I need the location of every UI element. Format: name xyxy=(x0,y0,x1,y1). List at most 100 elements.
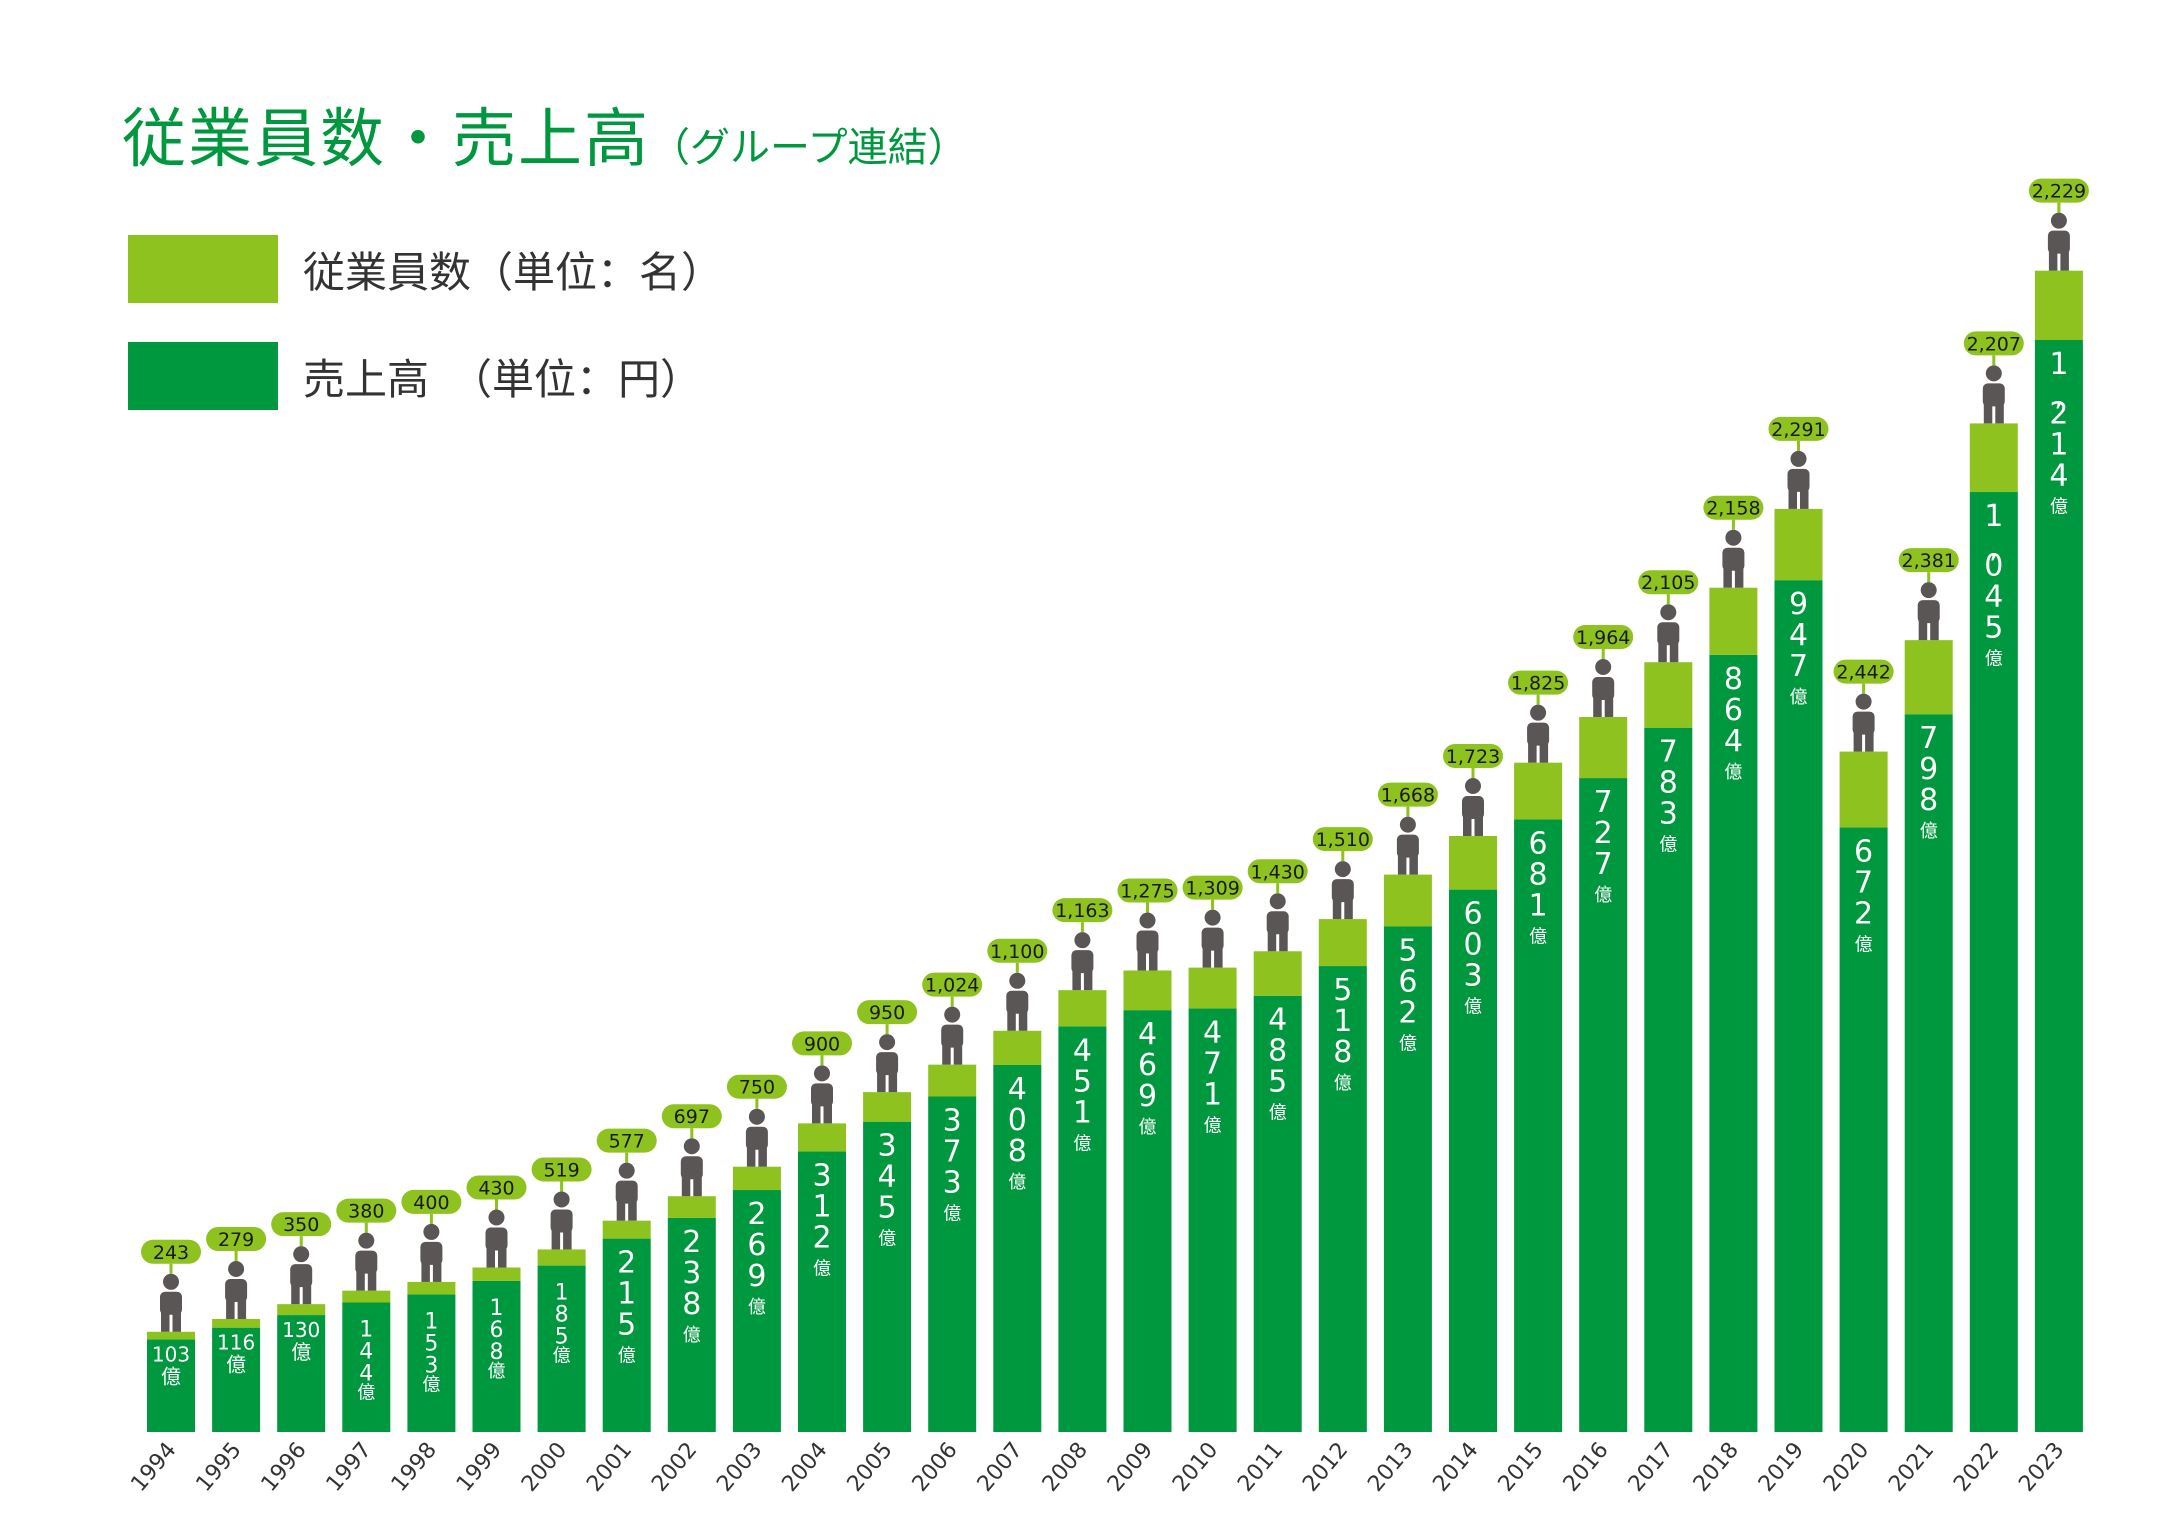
sales-bar-2006 xyxy=(928,1096,977,1432)
x-tick-label-2018: 2018 xyxy=(1689,1438,1744,1497)
x-tick-label-1997: 1997 xyxy=(322,1438,377,1497)
employee-label-2005: 950 xyxy=(869,1002,905,1024)
x-tick-label-2019: 2019 xyxy=(1754,1438,1809,1497)
employee-label-2000: 519 xyxy=(543,1159,579,1181)
employee-label-2011: 1,430 xyxy=(1250,861,1304,883)
employee-label-1995: 279 xyxy=(218,1229,254,1251)
employee-badge-1997 xyxy=(336,1198,397,1223)
employee-badge-2000 xyxy=(531,1157,592,1182)
employee-bar-2003 xyxy=(732,1166,781,1191)
legend-item-sales: 売上高 （単位：円） xyxy=(128,342,702,410)
x-tick-label-2011: 2011 xyxy=(1233,1438,1288,1497)
person-icon-2016 xyxy=(1592,658,1615,717)
person-icon-2007 xyxy=(1006,972,1029,1031)
employee-bar-2013 xyxy=(1383,874,1432,927)
x-tick-label-2023: 2023 xyxy=(2014,1438,2069,1497)
sales-bar-2000 xyxy=(537,1265,586,1432)
person-icon-1995 xyxy=(225,1260,248,1319)
employee-bar-2017 xyxy=(1644,662,1693,728)
employee-badge-1996 xyxy=(271,1212,332,1237)
employee-badge-2023 xyxy=(2028,178,2089,203)
employee-label-2020: 2,442 xyxy=(1836,662,1890,684)
sales-bar-2018 xyxy=(1709,654,1758,1432)
employee-label-2023: 2,229 xyxy=(2032,181,2086,203)
employee-label-2006: 1,024 xyxy=(925,975,979,997)
sales-bar-2012 xyxy=(1318,966,1367,1432)
employee-label-2014: 1,723 xyxy=(1446,746,1500,768)
x-tick-label-2004: 2004 xyxy=(777,1438,832,1497)
person-icon-2003 xyxy=(745,1108,768,1167)
employee-badge-2011 xyxy=(1247,859,1308,884)
sales-bar-1997 xyxy=(342,1302,391,1432)
employee-label-1997: 380 xyxy=(348,1201,384,1223)
employee-bar-2002 xyxy=(667,1196,716,1218)
x-tick-label-1995: 1995 xyxy=(192,1438,247,1497)
sales-bar-1996 xyxy=(277,1315,326,1432)
sales-bar-2022 xyxy=(1969,492,2018,1433)
employee-badge-2015 xyxy=(1508,670,1569,695)
person-icon-2014 xyxy=(1462,778,1484,837)
person-icon-1996 xyxy=(290,1246,313,1305)
employee-bar-2012 xyxy=(1318,919,1367,967)
person-icon-2015 xyxy=(1527,704,1550,763)
x-tick-label-2013: 2013 xyxy=(1363,1438,1418,1497)
employee-badge-2017 xyxy=(1638,570,1699,595)
sales-bar-1998 xyxy=(407,1294,456,1432)
x-tick-label-1994: 1994 xyxy=(126,1438,181,1497)
sales-bar-2007 xyxy=(993,1065,1042,1432)
employee-bar-2001 xyxy=(602,1220,651,1239)
person-icon-2021 xyxy=(1917,582,1940,641)
employee-badge-2021 xyxy=(1898,548,1959,573)
sales-bar-2010 xyxy=(1188,1008,1237,1432)
person-icon-2000 xyxy=(550,1191,573,1250)
sales-bar-2017 xyxy=(1644,727,1693,1432)
x-tick-label-2016: 2016 xyxy=(1559,1438,1614,1497)
employee-badge-2003 xyxy=(726,1074,787,1099)
x-tick-label-1998: 1998 xyxy=(387,1438,442,1497)
employee-badge-2019 xyxy=(1768,416,1829,441)
sales-label-1996: 130 億 xyxy=(282,1318,320,1364)
x-tick-label-2014: 2014 xyxy=(1428,1438,1483,1497)
person-icon-2002 xyxy=(680,1138,703,1197)
employee-bar-2021 xyxy=(1904,640,1953,715)
person-icon-1994 xyxy=(160,1273,182,1332)
person-icon-2006 xyxy=(941,1006,964,1065)
x-tick-label-2001: 2001 xyxy=(582,1438,637,1497)
person-icon-1998 xyxy=(420,1223,443,1282)
sales-label-1994: 103 億 xyxy=(152,1342,190,1388)
x-tick-label-2012: 2012 xyxy=(1298,1438,1353,1497)
employee-bar-2019 xyxy=(1774,508,1823,581)
employee-bar-2023 xyxy=(2034,270,2083,341)
sales-label-1995: 116 億 xyxy=(217,1331,255,1377)
person-icon-2020 xyxy=(1852,693,1875,752)
x-tick-label-2020: 2020 xyxy=(1819,1438,1874,1497)
person-icon-2023 xyxy=(2047,212,2070,271)
employee-label-1998: 400 xyxy=(413,1192,449,1214)
person-icon-2019 xyxy=(1787,450,1810,509)
employee-bar-2016 xyxy=(1579,716,1628,779)
x-tick-label-2008: 2008 xyxy=(1038,1438,1093,1497)
person-icon-2022 xyxy=(1982,365,2005,424)
legend-label-employees: 従業員数（単位：名） xyxy=(303,247,724,297)
legend-swatch-sales xyxy=(128,342,278,410)
sales-bar-1995 xyxy=(212,1327,261,1432)
person-icon-2009 xyxy=(1136,912,1159,971)
sales-bar-2011 xyxy=(1253,995,1302,1432)
employee-badge-2004 xyxy=(792,1031,852,1056)
employee-bar-1995 xyxy=(212,1318,261,1328)
employee-badge-1999 xyxy=(466,1175,527,1200)
employee-badge-2009 xyxy=(1117,878,1178,903)
